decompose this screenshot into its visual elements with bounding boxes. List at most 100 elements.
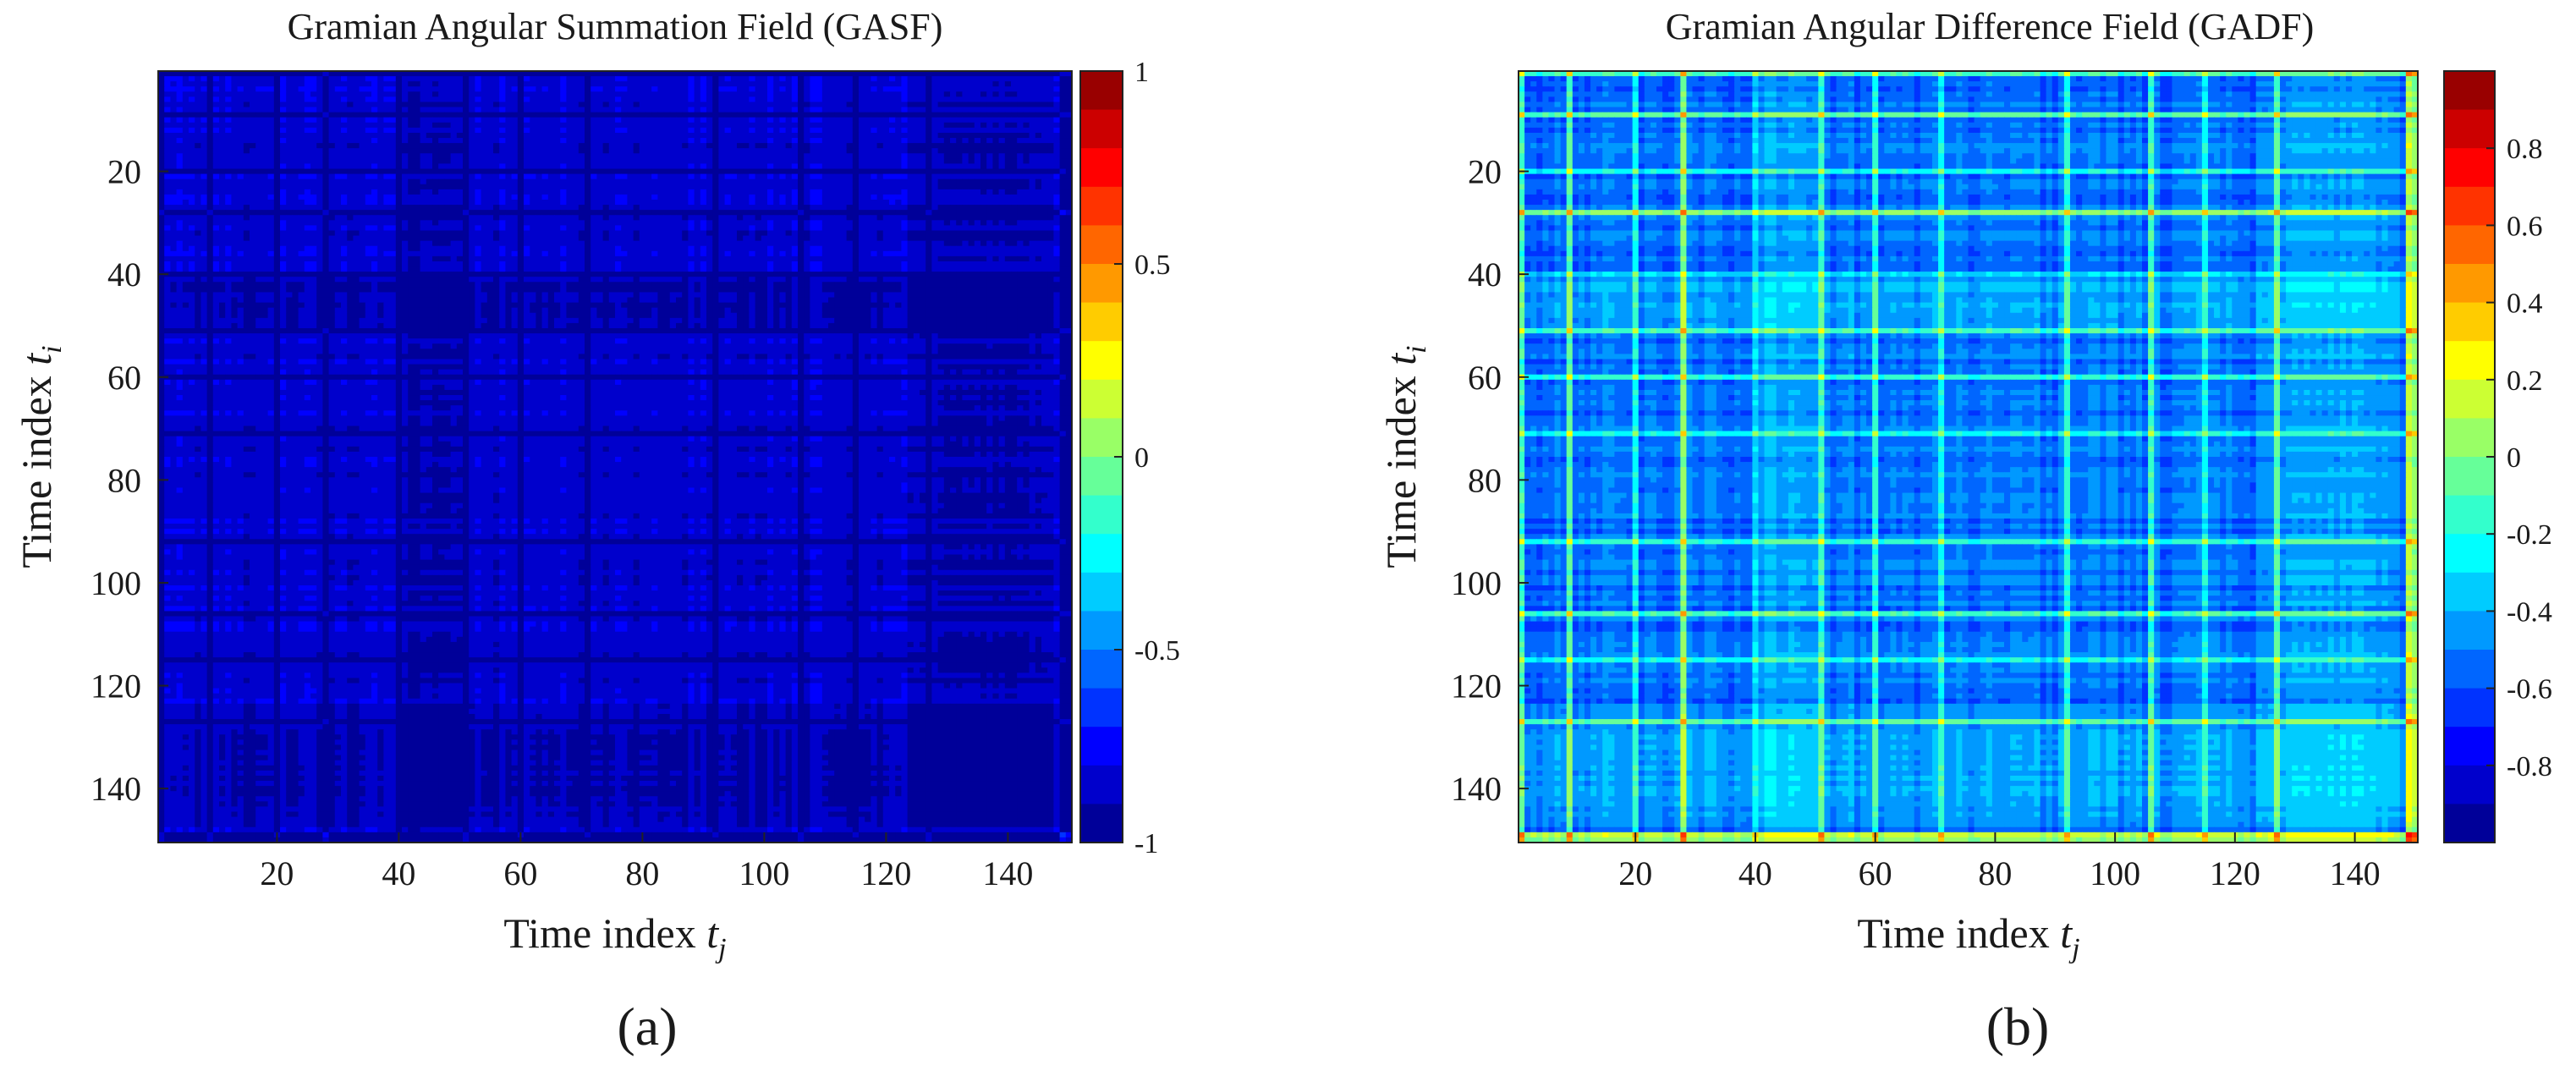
heatmap-cell — [853, 91, 860, 97]
heatmap-cell — [347, 71, 354, 77]
heatmap-cell — [1023, 71, 1030, 77]
heatmap-cell — [396, 96, 403, 102]
heatmap-cell — [390, 91, 397, 97]
heatmap-cell — [360, 86, 366, 92]
heatmap-cell — [219, 86, 226, 92]
heatmap-cell — [554, 81, 561, 87]
heatmap-cell — [950, 91, 957, 97]
heatmap-cell — [1047, 96, 1054, 102]
heatmap-cell — [615, 96, 622, 102]
heatmap-cell — [536, 86, 542, 92]
heatmap-cell — [621, 81, 628, 87]
heatmap-cell — [238, 86, 244, 92]
heatmap-cell — [1011, 96, 1018, 102]
heatmap-cell — [579, 76, 585, 82]
heatmap-cell — [329, 91, 336, 97]
heatmap-cell — [451, 91, 458, 97]
heatmap-cell — [299, 76, 305, 82]
heatmap-cell — [664, 76, 671, 82]
heatmap-cell — [871, 71, 877, 77]
heatmap-cell — [914, 81, 920, 87]
heatmap-cell — [914, 86, 920, 92]
heatmap-cell — [603, 71, 610, 77]
heatmap-cell — [542, 91, 549, 97]
heatmap-cell — [956, 96, 963, 102]
heatmap-cell — [158, 81, 165, 87]
heatmap-cell — [786, 91, 793, 97]
heatmap-cell — [773, 86, 780, 92]
heatmap-cell — [377, 76, 384, 82]
heatmap-cell — [286, 71, 293, 77]
heatmap-cell — [183, 86, 189, 92]
heatmap-cell — [231, 71, 238, 77]
heatmap-cell — [493, 96, 500, 102]
heatmap-cell — [286, 91, 293, 97]
heatmap-cell — [1030, 71, 1036, 77]
heatmap-cell — [353, 81, 360, 87]
heatmap-cell — [322, 91, 329, 97]
heatmap-cell — [383, 71, 390, 77]
heatmap-cell — [1041, 76, 1048, 82]
heatmap-cell — [280, 71, 287, 77]
heatmap-cell — [177, 86, 184, 92]
heatmap-cell — [700, 96, 707, 102]
heatmap-cell — [420, 91, 427, 97]
heatmap-cell — [200, 81, 207, 87]
heatmap-cell — [925, 91, 932, 97]
heatmap-cell — [901, 91, 908, 97]
heatmap-cell — [1017, 96, 1024, 102]
heatmap-cell — [487, 96, 494, 102]
heatmap-cell — [761, 91, 768, 97]
heatmap-cell — [737, 86, 744, 92]
heatmap-cell — [463, 96, 470, 102]
heatmap-cell — [725, 81, 732, 87]
heatmap-cell — [865, 76, 871, 82]
heatmap-cell — [444, 71, 451, 77]
heatmap-cell — [840, 96, 847, 102]
heatmap-cell — [1053, 91, 1060, 97]
heatmap-cell — [920, 81, 926, 87]
heatmap-cell — [353, 96, 360, 102]
heatmap-cell — [1053, 71, 1060, 77]
heatmap-cell — [347, 86, 354, 92]
heatmap-cell — [231, 81, 238, 87]
heatmap-cell — [286, 76, 293, 82]
heatmap-cell — [773, 91, 780, 97]
heatmap-cell — [383, 76, 390, 82]
heatmap-cell — [931, 81, 938, 87]
heatmap-cell — [749, 76, 755, 82]
heatmap-cell — [238, 81, 244, 87]
heatmap-cell — [292, 91, 299, 97]
heatmap-cell — [761, 71, 768, 77]
heatmap-cell — [950, 81, 957, 87]
heatmap-cell — [822, 86, 829, 92]
heatmap-cell — [1035, 86, 1042, 92]
heatmap-cell — [676, 91, 683, 97]
heatmap-cell — [700, 71, 707, 77]
heatmap-cell — [986, 96, 993, 102]
heatmap-cell — [731, 81, 738, 87]
heatmap-cell — [962, 96, 969, 102]
heatmap-cell — [414, 71, 420, 77]
heatmap-cell — [518, 86, 525, 92]
heatmap-cell — [956, 86, 963, 92]
heatmap-cell — [414, 81, 420, 87]
heatmap-cell — [999, 71, 1006, 77]
heatmap-cell — [755, 81, 762, 87]
heatmap-cell — [322, 96, 329, 102]
heatmap-cell — [360, 76, 366, 82]
heatmap-cell — [847, 91, 854, 97]
heatmap-cell — [164, 76, 171, 82]
heatmap-cell — [268, 81, 275, 87]
heatmap-cell — [432, 76, 439, 82]
heatmap-cell — [231, 102, 238, 107]
heatmap-cell — [524, 96, 530, 102]
heatmap-cell — [475, 96, 481, 102]
heatmap-cell — [883, 96, 890, 102]
heatmap-cell — [573, 71, 579, 77]
heatmap-cell — [621, 91, 628, 97]
heatmap-cell — [164, 91, 171, 97]
heatmap-cell — [170, 71, 177, 77]
heatmap-cell — [542, 76, 549, 82]
heatmap-cell — [871, 96, 877, 102]
